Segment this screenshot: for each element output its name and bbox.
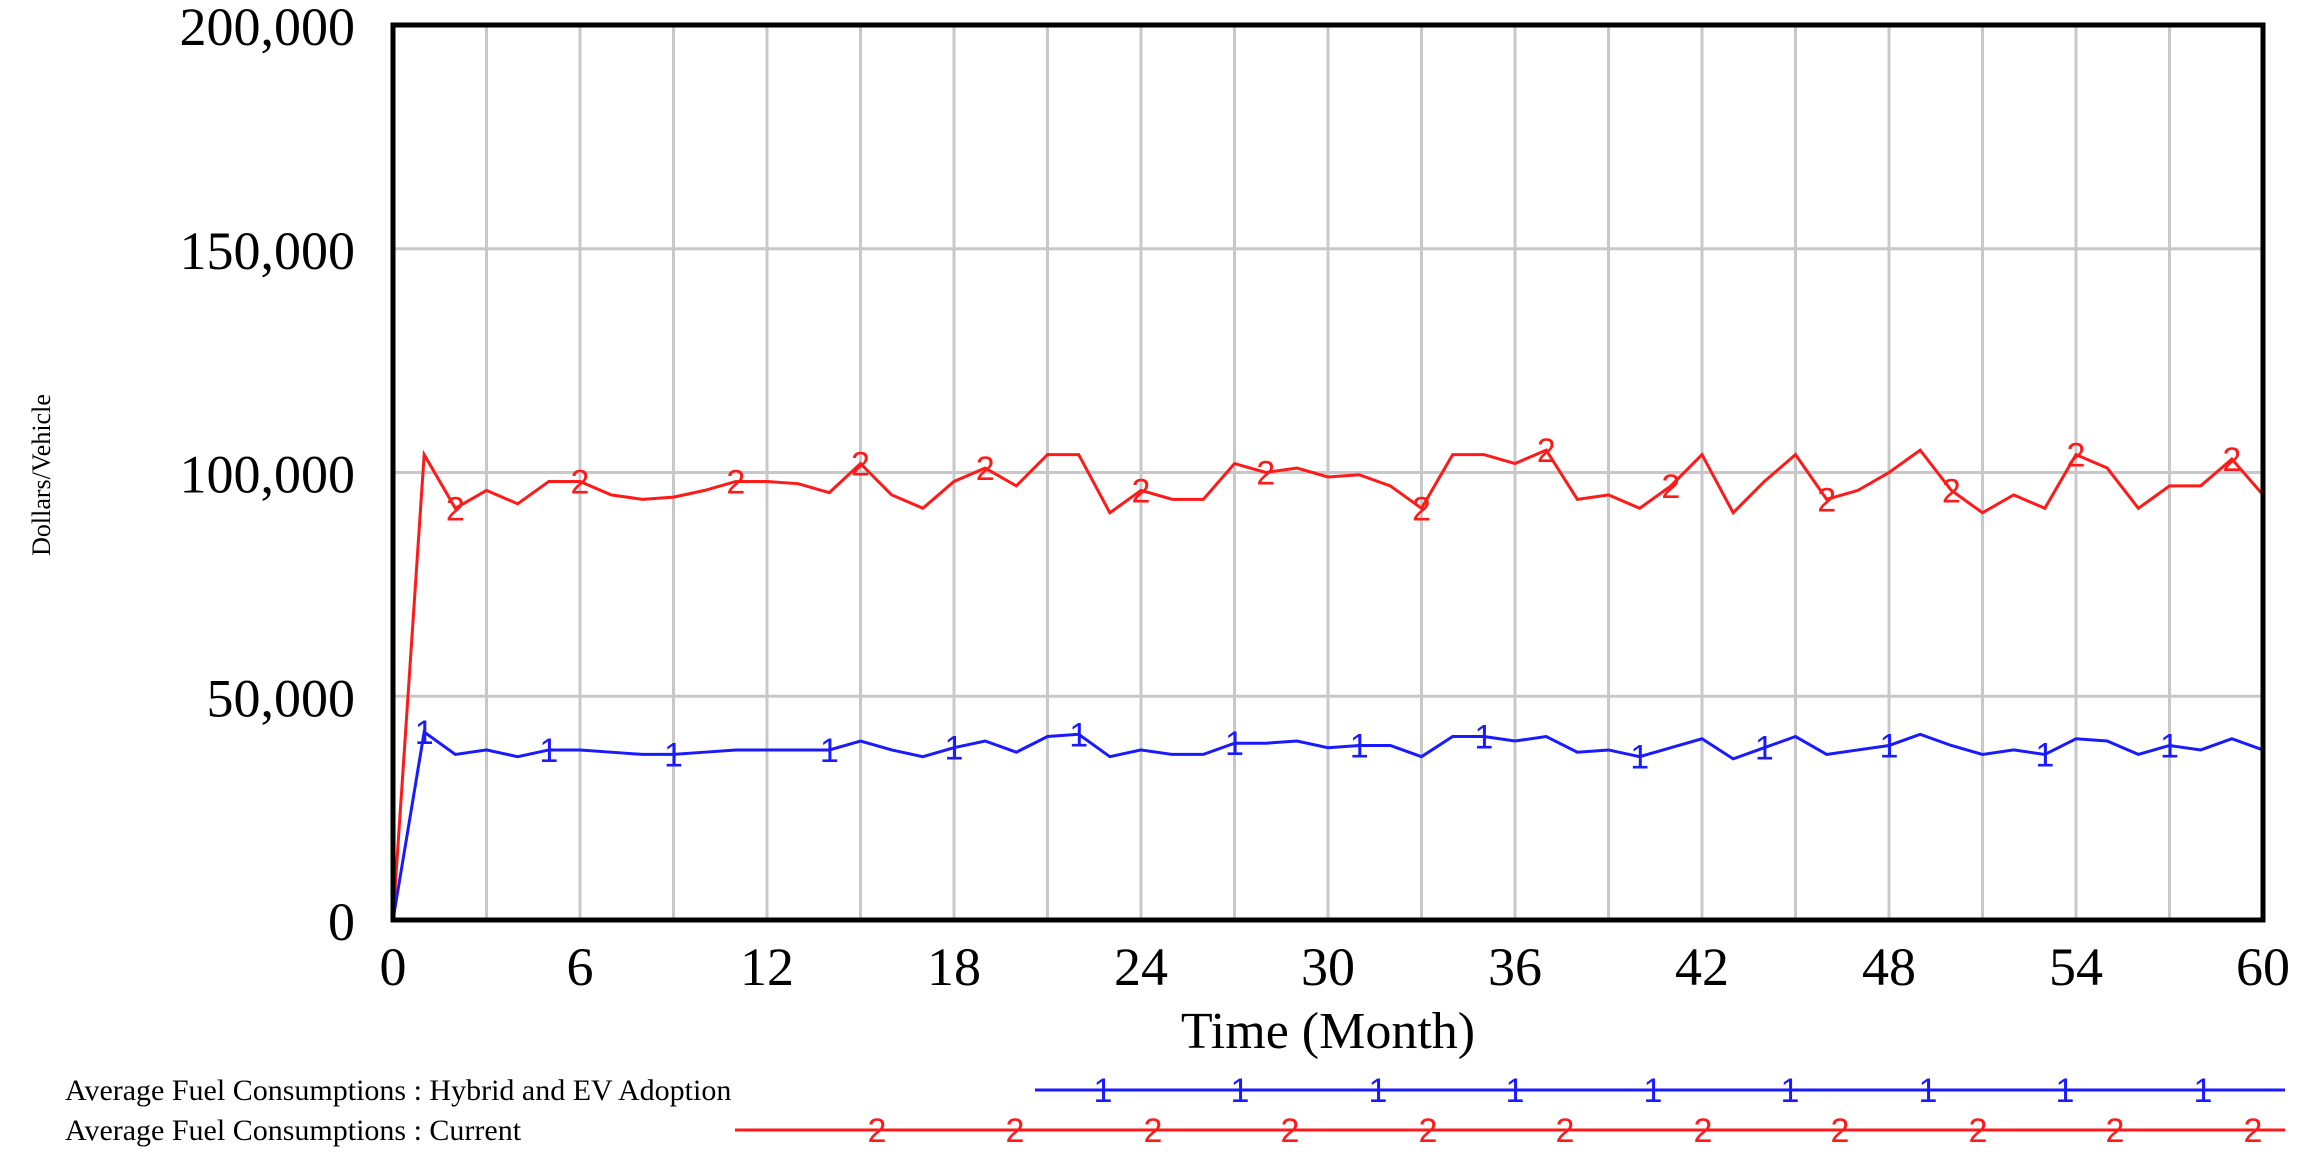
- series-line-2: [391, 448, 2265, 921]
- x-tick-label: 6: [567, 937, 594, 997]
- series-marker-2: 2: [1256, 455, 1275, 493]
- series-marker-1: 1: [664, 736, 683, 774]
- legend-marker: 2: [1969, 1112, 1988, 1150]
- series-marker-1: 1: [820, 732, 839, 770]
- legend: Average Fuel Consumptions : Hybrid and E…: [65, 1072, 2285, 1150]
- legend-marker: 2: [1556, 1112, 1575, 1150]
- legend-marker: 2: [1281, 1112, 1300, 1150]
- y-tick-label: 100,000: [180, 445, 356, 505]
- x-tick-label: 60: [2236, 937, 2290, 997]
- y-tick-labels: 0 50,000 100,000 150,000 200,000: [180, 0, 356, 952]
- y-tick-label: 0: [328, 892, 355, 952]
- series-marker-1: 1: [415, 714, 434, 752]
- series-marker-1: 1: [945, 730, 964, 768]
- legend-marker: 2: [1419, 1112, 1438, 1150]
- series-marker-2: 2: [1661, 468, 1680, 506]
- series-marker-2: 2: [1537, 432, 1556, 470]
- legend-marker: 2: [1006, 1112, 1025, 1150]
- series-marker-1: 1: [1474, 719, 1493, 757]
- legend-marker: 1: [2194, 1072, 2213, 1110]
- series-marker-1: 1: [1755, 730, 1774, 768]
- legend-marker: 1: [1231, 1072, 1250, 1110]
- legend-marker: 2: [1831, 1112, 1850, 1150]
- series-marker-2: 2: [1412, 490, 1431, 528]
- plot-frame: [390, 22, 2266, 923]
- series-marker-1: 1: [539, 732, 558, 770]
- series-marker-2: 2: [1817, 481, 1836, 519]
- legend-marker: 2: [1694, 1112, 1713, 1150]
- series-marker-2: 2: [976, 450, 995, 488]
- series-line-1: [391, 729, 2264, 921]
- series-marker-1: 1: [1880, 727, 1899, 765]
- series-layer: 1 1 1 1 1 1 1 1 1 1 1 1 1 1 2 2 2 2 2 2 2 2 2 2 2 2 2 2: [391, 432, 2265, 921]
- series-marker-2: 2: [1132, 472, 1151, 510]
- series-marker-2: 2: [2222, 441, 2241, 479]
- legend-marker: 1: [1369, 1072, 1388, 1110]
- series-marker-1: 1: [1069, 716, 1088, 754]
- series-marker-1: 1: [1225, 725, 1244, 763]
- x-tick-label: 42: [1675, 937, 1729, 997]
- x-tick-label: 12: [740, 937, 794, 997]
- legend-marker: 1: [1094, 1072, 1113, 1110]
- series-marker-2: 2: [571, 463, 590, 501]
- legend-label: Average Fuel Consumptions : Current: [65, 1114, 522, 1147]
- x-tick-label: 36: [1488, 937, 1542, 997]
- y-axis-title: Dollars/Vehicle: [27, 394, 56, 556]
- x-tick-label: 24: [1114, 937, 1168, 997]
- series-marker-2: 2: [446, 490, 465, 528]
- legend-label: Average Fuel Consumptions : Hybrid and E…: [65, 1074, 731, 1107]
- series-marker-2: 2: [2067, 437, 2086, 475]
- legend-marker: 2: [2106, 1112, 2125, 1150]
- legend-marker: 2: [868, 1112, 887, 1150]
- x-tick-label: 18: [927, 937, 981, 997]
- legend-marker: 1: [1644, 1072, 1663, 1110]
- legend-marker: 1: [1781, 1072, 1800, 1110]
- legend-marker: 1: [1506, 1072, 1525, 1110]
- y-tick-label: 200,000: [180, 0, 356, 57]
- legend-marker: 1: [1919, 1072, 1938, 1110]
- series-marker-1: 1: [2035, 736, 2054, 774]
- series-marker-2: 2: [851, 446, 870, 484]
- legend-marker: 1: [2056, 1072, 2075, 1110]
- legend-marker: 2: [2244, 1112, 2263, 1150]
- y-tick-label: 50,000: [207, 668, 356, 728]
- x-tick-labels: 0 6 12 18 24 30 36 42 48 54 60: [380, 937, 2291, 997]
- series-marker-1: 1: [1630, 739, 1649, 777]
- x-tick-label: 0: [380, 937, 407, 997]
- x-tick-label: 48: [1862, 937, 1916, 997]
- x-tick-label: 54: [2049, 937, 2103, 997]
- x-axis-title: Time (Month): [1181, 1003, 1475, 1060]
- series-marker-2: 2: [726, 463, 745, 501]
- series-marker-2: 2: [1942, 472, 1961, 510]
- series-marker-1: 1: [2160, 727, 2179, 765]
- x-tick-label: 30: [1301, 937, 1355, 997]
- legend-marker: 2: [1144, 1112, 1163, 1150]
- grid-lines: [391, 23, 2265, 922]
- y-tick-label: 150,000: [180, 221, 356, 281]
- series-marker-1: 1: [1350, 727, 1369, 765]
